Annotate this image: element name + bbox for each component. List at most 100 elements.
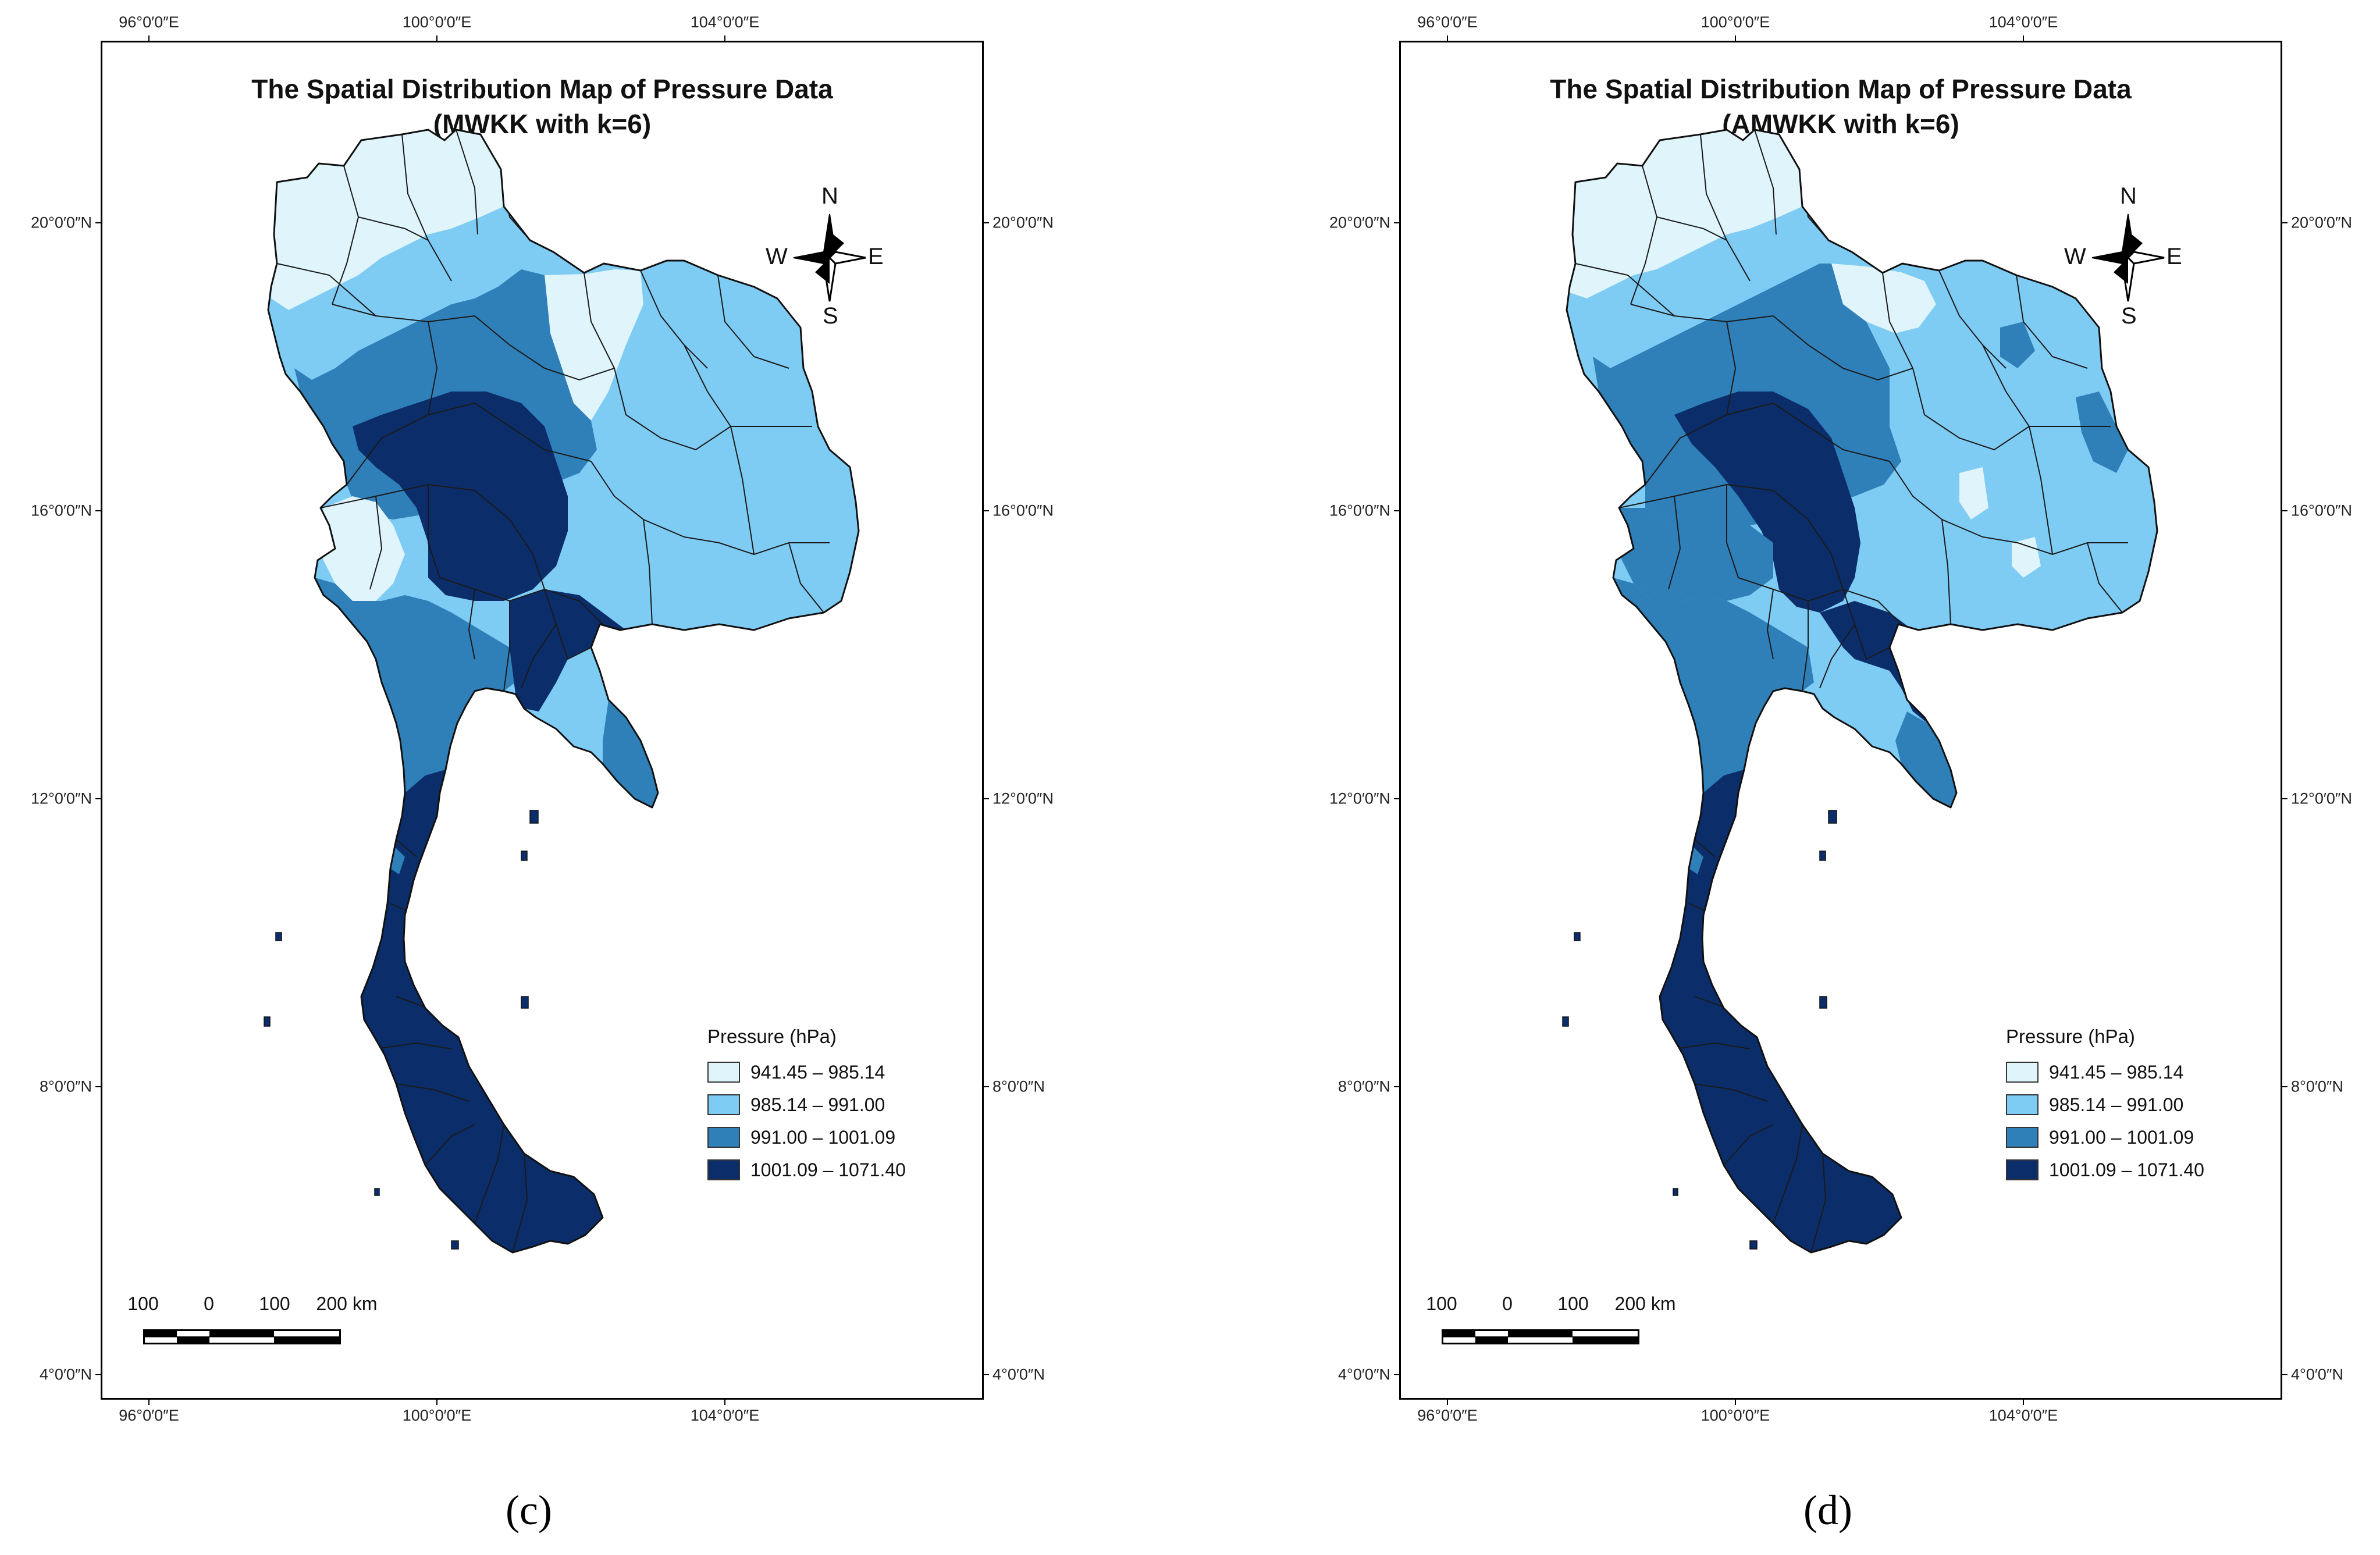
island [521,996,529,1009]
province-border [1723,1124,1774,1166]
province-border [276,263,376,316]
pressure-regions [271,130,859,1252]
left-tick-12n: 12°0′0″N [1329,789,1390,807]
compass-east: E [868,244,884,269]
legend-swatch [2006,1094,2039,1115]
pressure-region [1570,130,1802,298]
bottom-tick-104e: 104°0′0″E [1988,1407,2058,1424]
map-panel-d: The Spatial Distribution Map of Pressure… [1329,13,2352,1424]
top-tick-96e: 96°0′0″E [1417,13,1478,31]
north-arrow: N S E W [766,183,888,329]
island [1562,1016,1569,1027]
island [1749,1240,1758,1250]
legend-swatch [2006,1159,2039,1180]
left-tick-16n: 16°0′0″N [31,501,92,519]
pressure-region [271,130,504,310]
legend-item: 985.14 – 991.00 [707,1088,963,1121]
province-border [640,270,708,369]
province-borders [276,130,830,1252]
legend-item: 985.14 – 991.00 [2006,1088,2262,1121]
compass-west: W [2064,244,2086,269]
province-border [521,624,557,689]
pressure-region [545,269,643,421]
pressure-region [1674,392,1860,613]
legend-swatch [2006,1127,2039,1148]
map-panel-c: The Spatial Distribution Map of Pressure… [31,13,1054,1424]
province-border [425,1124,475,1166]
province-border [1889,461,1983,538]
province-border [608,670,650,700]
top-tick-104e: 104°0′0″E [1988,13,2058,31]
province-border [1982,344,2030,427]
scale-label-200-km: 200 km [1614,1293,1676,1314]
province-border [1773,490,1844,590]
scale-label-100: 100 [1557,1293,1589,1314]
bottom-tick-96e: 96°0′0″E [119,1407,179,1424]
province-border [1773,403,1890,462]
province-border [401,134,452,282]
pressure-region [2000,322,2035,368]
legend-swatch [707,1127,740,1148]
province-border [474,315,545,369]
right-tick-12n: 12°0′0″N [2291,789,2352,807]
pressure-region [289,207,530,380]
island [521,851,528,861]
province-border [1882,272,1925,415]
island [264,1016,271,1027]
right-tick-12n: 12°0′0″N [992,789,1054,807]
left-tick-8n: 8°0′0″N [40,1077,92,1095]
scale-label-100-left: 100 [1426,1293,1457,1314]
country-outline [1566,129,2158,1254]
province-border [544,368,615,381]
island [1819,851,1826,861]
province-border [428,321,438,415]
province-border [579,600,603,625]
province-border [1630,304,1774,323]
scale-bar: 100 0 100 200 km [127,1293,387,1363]
legend-title: Pressure (hPa) [2006,1026,2135,1047]
scale-label-100: 100 [259,1293,290,1314]
left-tick-8n: 8°0′0″N [1338,1077,1390,1095]
pressure-region [1613,578,1814,793]
pressure-region [1895,711,1956,807]
left-tick-4n: 4°0′0″N [1338,1365,1390,1383]
province-border [1668,496,1681,590]
province-borders [1575,130,2128,1252]
pressure-region [318,496,405,601]
right-tick-8n: 8°0′0″N [992,1077,1045,1095]
pressure-region [361,770,603,1252]
province-border [503,601,510,692]
right-tick-16n: 16°0′0″N [2291,501,2352,519]
island [529,810,539,824]
province-border [1810,1153,1827,1252]
legend-label: 991.00 – 1001.09 [750,1126,896,1148]
pressure-region [315,578,515,793]
province-border [1754,130,1777,235]
pressure-region [1890,261,2157,630]
bottom-tick-96e: 96°0′0″E [1417,1407,1478,1424]
province-border [544,589,592,660]
legend: Pressure (hPa) 941.45 – 985.14 985.14 – … [2006,1026,2262,1186]
scale-label-0: 0 [204,1293,214,1314]
scale-bar-track [143,1329,341,1344]
legend-item: 941.45 – 985.14 [2006,1056,2262,1088]
map-title: The Spatial Distribution Map of Pressure… [251,74,833,104]
north-arrow: N S E W [2064,183,2186,329]
province-border [474,1124,504,1224]
bottom-tick-100e: 100°0′0″E [1700,1407,1770,1424]
island [1819,996,1827,1009]
province-border [1773,1124,1803,1224]
pressure-region [1831,264,1936,333]
country-outline [267,129,860,1254]
legend-item: 991.00 – 1001.09 [707,1121,963,1154]
province-border [1726,321,1737,415]
pressure-region [2012,537,2041,578]
province-border [468,589,475,660]
panel-caption-d: (d) [1803,1487,1852,1533]
legend-label: 985.14 – 991.00 [2049,1094,2184,1115]
legend-item: 941.45 – 985.14 [707,1056,963,1088]
left-tick-4n: 4°0′0″N [40,1365,92,1383]
province-border [1924,414,2111,451]
province-border [456,130,478,235]
